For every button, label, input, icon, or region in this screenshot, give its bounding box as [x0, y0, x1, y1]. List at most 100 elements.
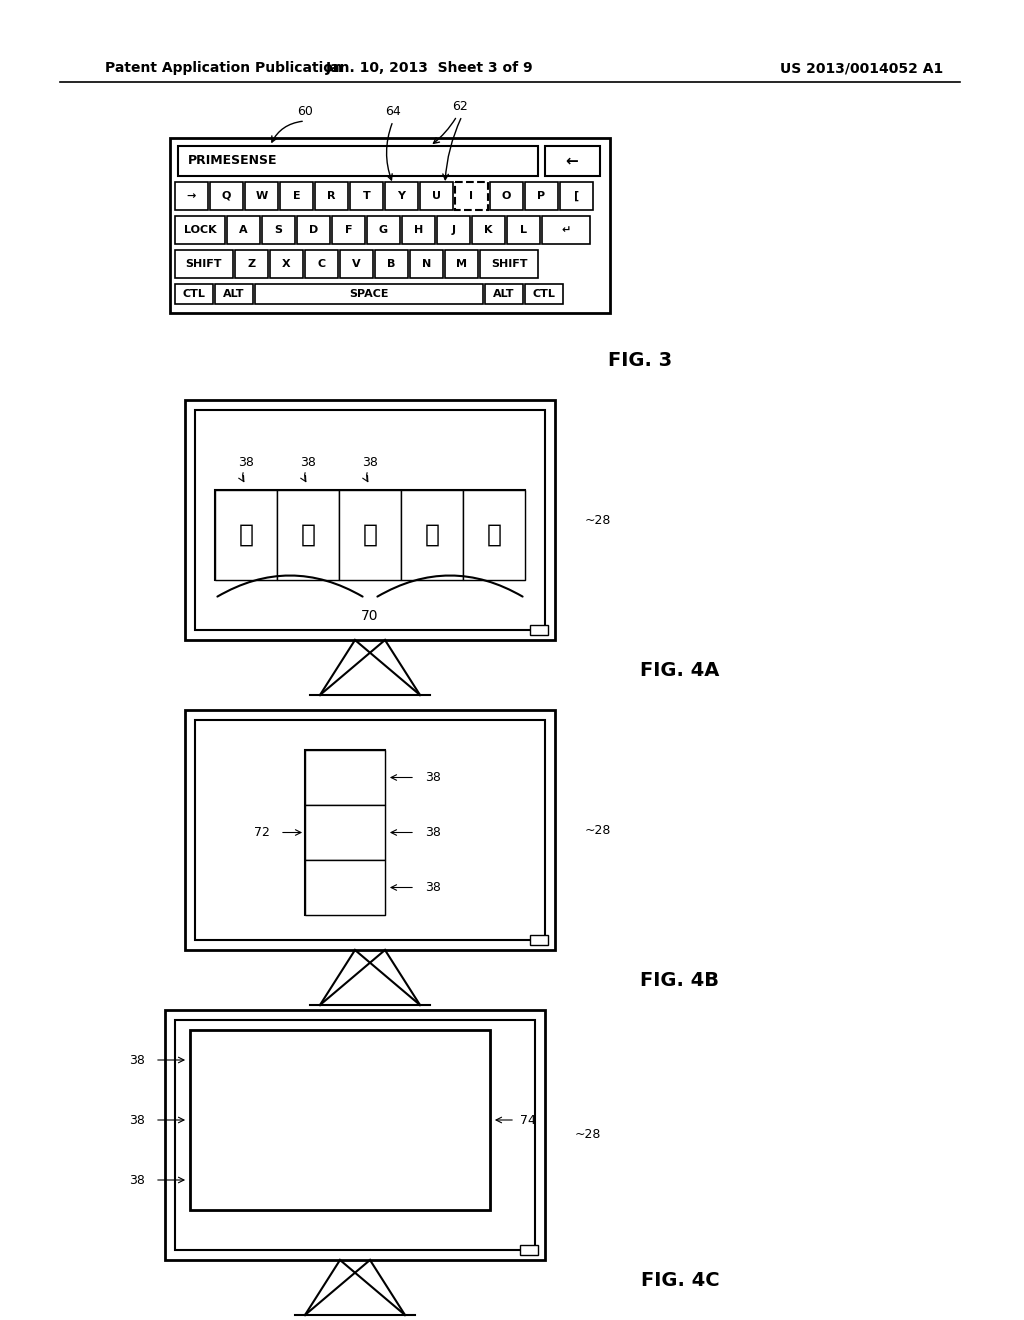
- Polygon shape: [453, 1172, 467, 1193]
- Text: 62: 62: [453, 100, 468, 114]
- FancyBboxPatch shape: [480, 249, 538, 279]
- Text: U: U: [432, 191, 441, 201]
- Circle shape: [272, 1040, 287, 1055]
- Text: 38: 38: [129, 1114, 145, 1126]
- Polygon shape: [313, 879, 377, 902]
- Text: PRIMESENSE: PRIMESENSE: [188, 154, 278, 168]
- Text: 38: 38: [362, 455, 378, 469]
- FancyBboxPatch shape: [332, 216, 365, 244]
- FancyBboxPatch shape: [175, 216, 225, 244]
- FancyBboxPatch shape: [165, 1010, 545, 1261]
- Polygon shape: [393, 1172, 408, 1193]
- Text: Jan. 10, 2013  Sheet 3 of 9: Jan. 10, 2013 Sheet 3 of 9: [327, 61, 534, 75]
- Text: 70: 70: [361, 609, 379, 623]
- FancyBboxPatch shape: [375, 249, 408, 279]
- Text: W: W: [255, 191, 267, 201]
- FancyBboxPatch shape: [370, 1030, 430, 1090]
- FancyBboxPatch shape: [463, 490, 525, 579]
- FancyBboxPatch shape: [190, 1030, 250, 1090]
- FancyBboxPatch shape: [402, 216, 435, 244]
- FancyBboxPatch shape: [305, 750, 385, 915]
- Polygon shape: [318, 1051, 362, 1074]
- Text: 74: 74: [520, 1114, 536, 1126]
- Polygon shape: [425, 523, 439, 554]
- Text: A: A: [240, 224, 248, 235]
- FancyBboxPatch shape: [175, 182, 208, 210]
- Text: K: K: [484, 224, 493, 235]
- Text: N: N: [422, 259, 431, 269]
- Text: ALT: ALT: [494, 289, 515, 300]
- Polygon shape: [318, 1171, 362, 1195]
- FancyBboxPatch shape: [520, 1245, 538, 1255]
- Text: LOCK: LOCK: [183, 224, 216, 235]
- Text: CTL: CTL: [182, 289, 206, 300]
- Polygon shape: [318, 1111, 362, 1135]
- FancyBboxPatch shape: [250, 1090, 310, 1150]
- FancyBboxPatch shape: [315, 182, 348, 210]
- FancyBboxPatch shape: [420, 182, 453, 210]
- FancyBboxPatch shape: [437, 216, 470, 244]
- FancyBboxPatch shape: [215, 490, 525, 579]
- FancyBboxPatch shape: [525, 284, 563, 304]
- FancyBboxPatch shape: [310, 1030, 370, 1090]
- Text: SHIFT: SHIFT: [490, 259, 527, 269]
- FancyBboxPatch shape: [445, 249, 478, 279]
- FancyBboxPatch shape: [340, 249, 373, 279]
- FancyBboxPatch shape: [310, 1090, 370, 1150]
- FancyBboxPatch shape: [370, 1090, 430, 1150]
- Text: E: E: [293, 191, 300, 201]
- Text: B: B: [387, 259, 395, 269]
- FancyBboxPatch shape: [190, 1030, 490, 1210]
- FancyBboxPatch shape: [530, 624, 548, 635]
- FancyBboxPatch shape: [270, 249, 303, 279]
- FancyBboxPatch shape: [190, 1090, 250, 1150]
- Text: X: X: [283, 259, 291, 269]
- FancyBboxPatch shape: [185, 400, 555, 640]
- Text: US 2013/0014052 A1: US 2013/0014052 A1: [780, 61, 943, 75]
- FancyBboxPatch shape: [215, 284, 253, 304]
- FancyBboxPatch shape: [430, 1090, 490, 1150]
- FancyBboxPatch shape: [385, 182, 418, 210]
- Text: ←: ←: [565, 153, 579, 169]
- FancyBboxPatch shape: [245, 182, 278, 210]
- Text: Q: Q: [222, 191, 231, 201]
- Polygon shape: [268, 1177, 292, 1199]
- Text: M: M: [456, 259, 467, 269]
- Circle shape: [272, 1160, 287, 1175]
- Text: ~28: ~28: [585, 513, 611, 527]
- Circle shape: [297, 506, 318, 528]
- Text: V: V: [352, 259, 360, 269]
- Text: 🚶: 🚶: [486, 523, 502, 546]
- FancyBboxPatch shape: [530, 935, 548, 945]
- FancyBboxPatch shape: [195, 411, 545, 630]
- Polygon shape: [195, 1114, 245, 1133]
- FancyBboxPatch shape: [339, 490, 401, 579]
- Polygon shape: [347, 521, 393, 557]
- FancyBboxPatch shape: [350, 182, 383, 210]
- FancyBboxPatch shape: [310, 1150, 370, 1210]
- Circle shape: [272, 1101, 287, 1115]
- Text: ~28: ~28: [575, 1129, 601, 1142]
- FancyBboxPatch shape: [278, 490, 339, 579]
- Text: [: [: [573, 191, 579, 201]
- FancyBboxPatch shape: [305, 750, 385, 805]
- Polygon shape: [393, 1113, 408, 1133]
- Polygon shape: [393, 1052, 408, 1073]
- Text: SHIFT: SHIFT: [185, 259, 222, 269]
- FancyBboxPatch shape: [401, 490, 463, 579]
- Text: 🚌: 🚌: [362, 523, 378, 546]
- Circle shape: [394, 1100, 406, 1111]
- Text: L: L: [520, 224, 527, 235]
- Circle shape: [394, 1039, 406, 1051]
- FancyBboxPatch shape: [227, 216, 260, 244]
- FancyBboxPatch shape: [234, 249, 268, 279]
- Text: CTL: CTL: [532, 289, 555, 300]
- Text: SPACE: SPACE: [349, 289, 389, 300]
- FancyBboxPatch shape: [175, 1020, 535, 1250]
- Text: 🚶: 🚶: [425, 523, 439, 546]
- FancyBboxPatch shape: [305, 805, 385, 861]
- Polygon shape: [268, 1117, 292, 1138]
- FancyBboxPatch shape: [410, 249, 443, 279]
- FancyBboxPatch shape: [250, 1150, 310, 1210]
- FancyBboxPatch shape: [455, 182, 488, 210]
